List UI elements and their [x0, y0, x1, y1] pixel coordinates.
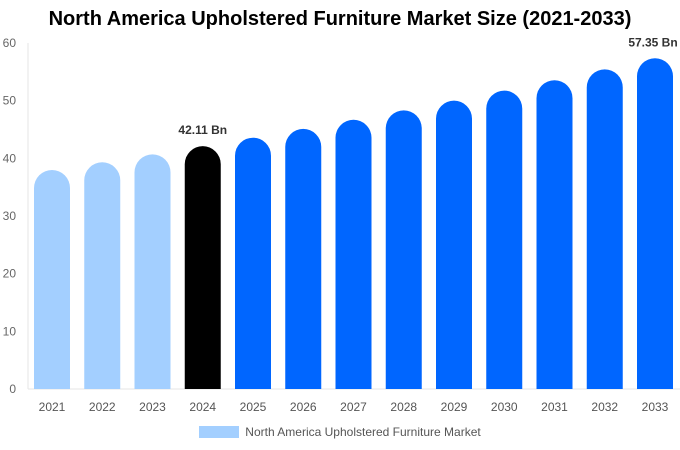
x-tick-label: 2029: [441, 400, 468, 414]
x-tick-label: 2026: [290, 400, 317, 414]
x-tick-label: 2030: [491, 400, 518, 414]
y-tick-label: 60: [3, 36, 17, 50]
y-tick-label: 30: [3, 209, 17, 223]
chart-title: North America Upholstered Furniture Mark…: [48, 8, 632, 30]
bar-2022: [84, 162, 121, 389]
x-tick-label: 2022: [89, 400, 116, 414]
x-tick-label: 2032: [591, 400, 618, 414]
legend: North America Upholstered Furniture Mark…: [0, 425, 680, 439]
y-tick-label: 40: [3, 151, 17, 165]
bar-2033: [637, 58, 673, 389]
x-tick-label: 2024: [189, 400, 216, 414]
y-tick-label: 20: [3, 267, 17, 281]
bar-2024: [184, 146, 221, 389]
bar-2028: [385, 110, 422, 389]
data-label: 57.35 Bn: [628, 35, 677, 49]
bar-2021: [34, 169, 70, 389]
legend-swatch: [199, 426, 240, 438]
x-tick-label: 2023: [139, 400, 166, 414]
legend-label: North America Upholstered Furniture Mark…: [245, 425, 481, 439]
bar-2029: [436, 100, 472, 389]
bar-2032: [586, 69, 623, 390]
x-tick-label: 2033: [642, 400, 669, 414]
y-tick-label: 10: [3, 324, 17, 338]
x-tick-label: 2025: [240, 400, 267, 414]
bar-2026: [285, 128, 322, 389]
x-tick-label: 2021: [39, 400, 66, 414]
bar-2030: [486, 90, 523, 390]
x-tick-label: 2028: [390, 400, 417, 414]
bar-2027: [335, 119, 372, 389]
y-tick-label: 50: [3, 94, 17, 108]
bar-2025: [235, 137, 271, 389]
bar-2031: [536, 80, 573, 389]
data-label: 42.11 Bn: [178, 123, 227, 137]
y-tick-label: 0: [9, 382, 16, 396]
x-tick-label: 2027: [340, 400, 367, 414]
bar-2023: [134, 154, 171, 389]
x-tick-label: 2031: [541, 400, 568, 414]
